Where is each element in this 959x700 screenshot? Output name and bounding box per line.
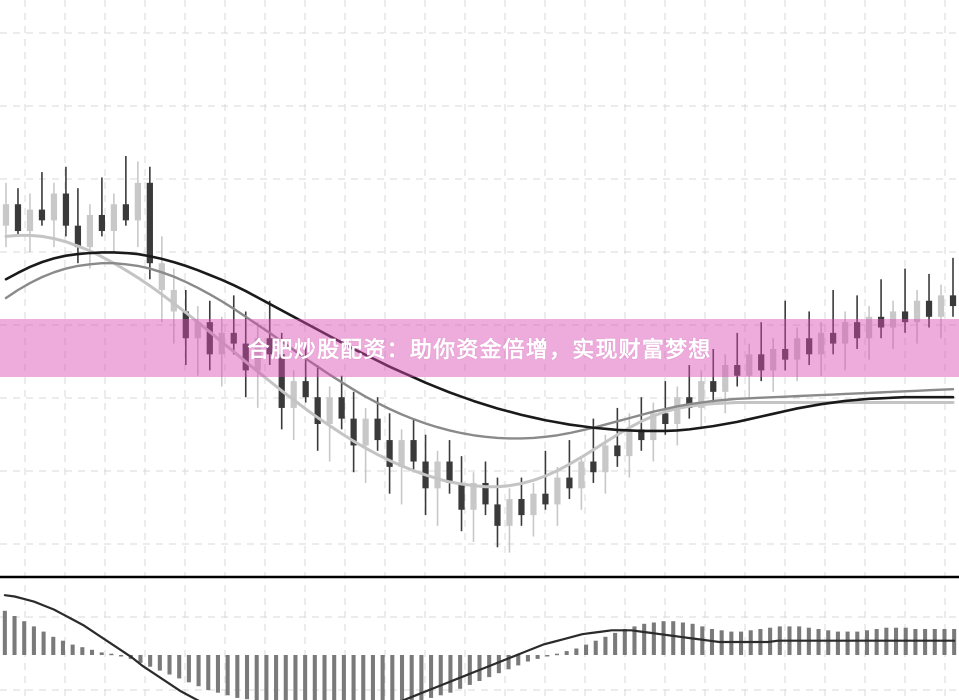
- promo-banner: 合肥炒股配资：助你资金倍增，实现财富梦想: [0, 319, 959, 377]
- promo-banner-text: 合肥炒股配资：助你资金倍增，实现财富梦想: [247, 338, 712, 363]
- macd-histogram: [2, 610, 957, 700]
- macd-signal-line: [3, 594, 956, 700]
- moving-average-lines: [4, 233, 955, 489]
- candlestick-series: [2, 156, 957, 553]
